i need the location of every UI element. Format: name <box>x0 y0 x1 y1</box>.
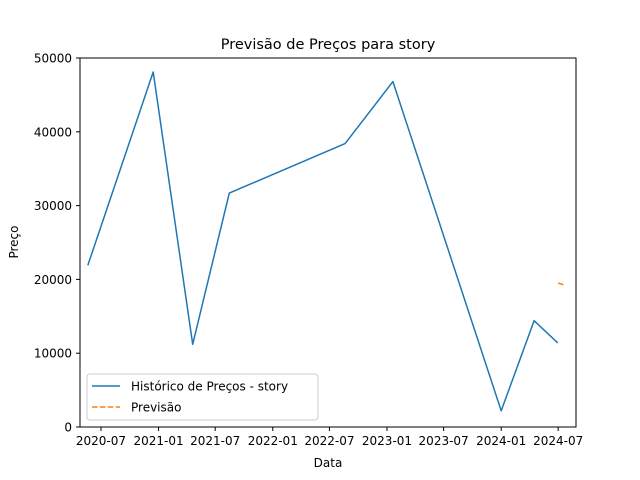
y-tick-label-0: 0 <box>64 421 72 435</box>
y-tick-label-4: 40000 <box>34 125 72 139</box>
chart-title: Previsão de Preços para story <box>221 37 436 53</box>
x-tick-label-7: 2024-01 <box>476 434 526 448</box>
y-tick-label-5: 50000 <box>34 52 72 66</box>
legend-label-1: Previsão <box>131 401 181 415</box>
x-tick-label-8: 2024-07 <box>533 434 583 448</box>
x-tick-label-0: 2020-07 <box>76 434 126 448</box>
series-line-1 <box>557 282 566 287</box>
x-axis-ticks: 2020-07 2021-01 2021-07 2022-01 2022-07 2023-… <box>76 427 583 448</box>
y-tick-label-3: 30000 <box>34 199 72 213</box>
x-tick-label-3: 2022-01 <box>248 434 298 448</box>
plot-series <box>87 71 566 412</box>
y-tick-label-2: 20000 <box>34 273 72 287</box>
x-tick-label-1: 2021-01 <box>133 434 183 448</box>
x-tick-label-6: 2023-07 <box>419 434 469 448</box>
legend: Histórico de Preços - story Previsão <box>86 373 319 421</box>
y-axis-ticks: 0 10000 20000 30000 40000 50000 <box>34 52 80 435</box>
plot-frame <box>79 57 577 428</box>
y-tick-label-1: 10000 <box>34 347 72 361</box>
x-tick-label-2: 2021-07 <box>190 434 240 448</box>
legend-label-0: Histórico de Preços - story <box>131 380 288 394</box>
x-tick-label-5: 2023-01 <box>362 434 412 448</box>
y-axis-label: Preço <box>7 225 21 258</box>
x-axis-label: Data <box>314 456 343 470</box>
x-tick-label-4: 2022-07 <box>304 434 354 448</box>
legend-box <box>86 373 319 421</box>
